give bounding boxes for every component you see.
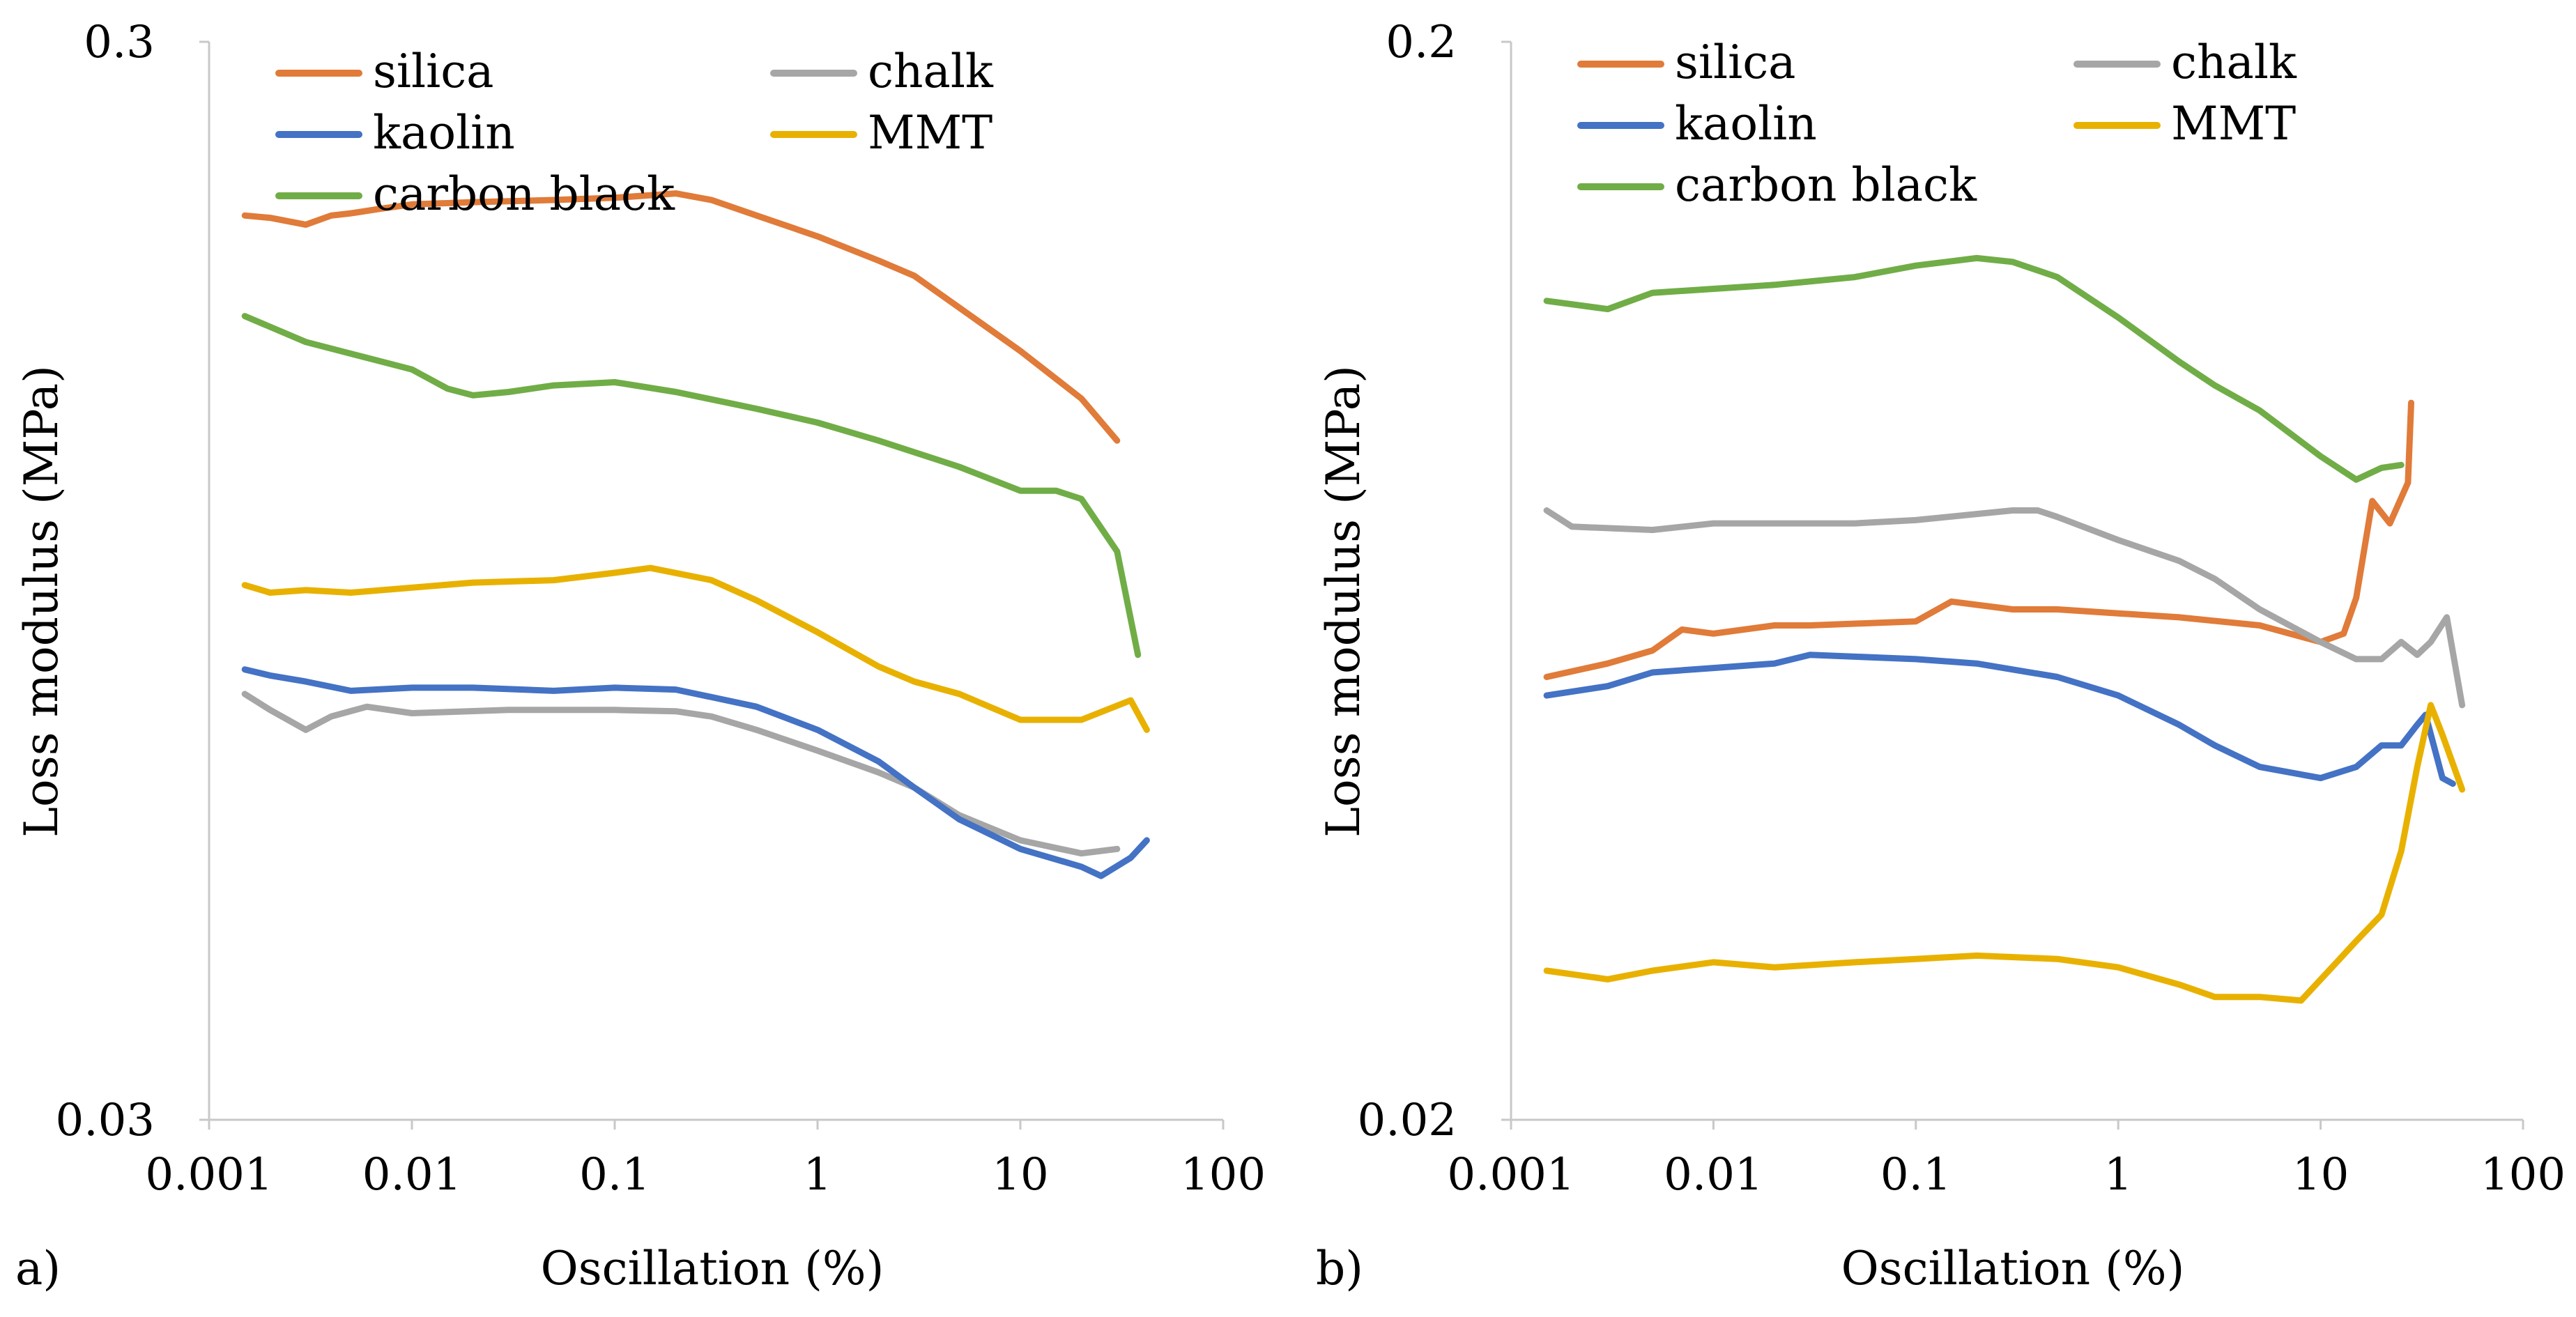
x-tick-label: 0.001 [1447,1149,1574,1201]
series-line-carbon-black [241,313,1142,658]
x-axis-title: Oscillation (%) [541,1242,884,1295]
x-axis-title: Oscillation (%) [1841,1242,2185,1295]
series-line-chalk [241,691,1121,857]
x-tick-label: 0.1 [1880,1149,1952,1201]
legend-label-silica: silica [1675,36,1796,89]
x-tick-label: 0.01 [362,1149,462,1201]
y-tick-label: 0.2 [1386,17,1457,68]
legend-label-kaolin: kaolin [373,106,515,160]
x-tick-label: 0.1 [579,1149,650,1201]
series-line-kaolin [1543,652,2456,787]
y-axis-title: Loss modulus (MPa) [15,365,68,838]
x-tick-label: 100 [2481,1149,2566,1201]
legend-label-mmt: MMT [868,106,992,160]
x-tick-label: 0.01 [1664,1149,1763,1201]
series-line-silica [241,190,1121,444]
series-line-kaolin [241,666,1150,879]
series-line-silica [1543,399,2414,680]
x-tick-label: 1 [804,1149,832,1201]
chart-panel-a: Loss modulus (MPa) Oscillation (%) a) 0.… [15,17,1266,1295]
legend-label-silica: silica [373,45,494,98]
series-line-mmt [1543,702,2466,1004]
legend-label-chalk: chalk [2171,36,2297,89]
x-tick-label: 10 [992,1149,1048,1201]
legend-label-mmt: MMT [2171,97,2296,151]
x-tick-label: 1 [2104,1149,2133,1201]
y-axis-title: Loss modulus (MPa) [1317,365,1370,838]
series-line-mmt [241,564,1150,733]
series-line-carbon-black [1543,254,2405,483]
legend-label-chalk: chalk [868,45,994,98]
y-tick-label: 0.03 [56,1095,155,1146]
x-tick-label: 100 [1181,1149,1266,1201]
legend-label-carbon-black: carbon black [1675,158,1977,212]
x-tick-label: 10 [2292,1149,2349,1201]
chart-panel-b: Loss modulus (MPa) Oscillation (%) b) 0.… [1316,17,2566,1295]
panel-label: a) [15,1242,61,1295]
series-line-chalk [1543,507,2466,709]
legend-label-kaolin: kaolin [1675,97,1817,151]
legend-label-carbon-black: carbon black [373,167,675,221]
y-tick-label: 0.02 [1358,1095,1457,1146]
panel-label: b) [1316,1242,1363,1295]
x-tick-label: 0.001 [145,1149,273,1201]
y-tick-label: 0.3 [84,17,155,68]
